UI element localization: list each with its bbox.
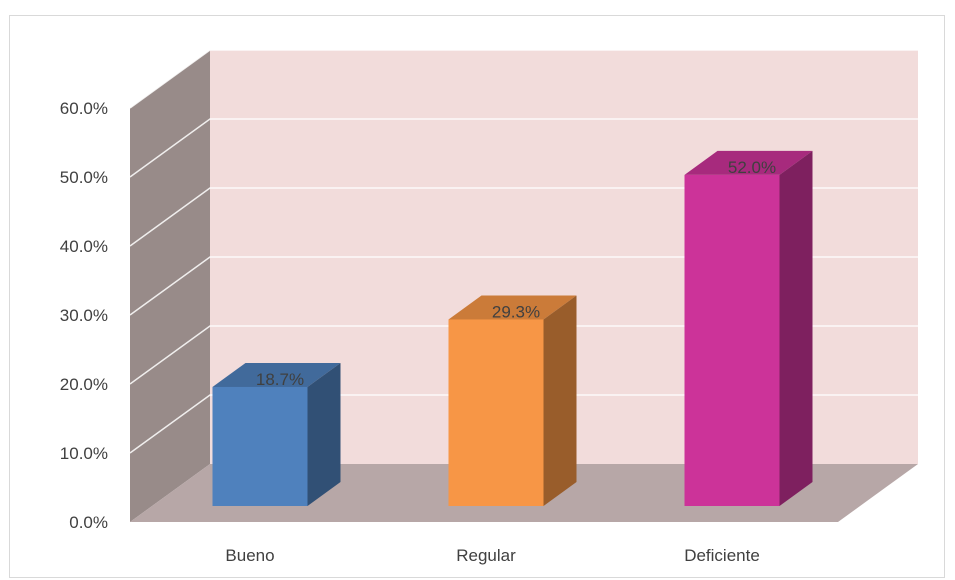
bar-front-face <box>448 319 544 506</box>
category-labels: Bueno Regular Deficiente <box>225 546 759 565</box>
category-label: Bueno <box>225 546 274 565</box>
data-labels: 18.7% 29.3% 52.0% <box>256 158 776 389</box>
bar-front-face <box>684 174 780 506</box>
gridlines <box>129 49 918 454</box>
gridline <box>129 394 918 454</box>
bar-top-face <box>684 150 813 175</box>
gridline <box>129 187 918 247</box>
bar-top-face <box>448 295 577 320</box>
y-tick-label: 0.0% <box>69 513 108 532</box>
bar-front-face <box>212 386 308 506</box>
gridline <box>129 118 918 178</box>
bar-bueno <box>212 362 341 506</box>
data-label: 18.7% <box>256 370 304 389</box>
gridline <box>129 325 918 385</box>
bar-side-face <box>779 150 813 506</box>
category-label: Deficiente <box>684 546 760 565</box>
y-tick-label: 60.0% <box>60 99 108 118</box>
bar-side-face <box>307 362 341 506</box>
bar-deficiente <box>684 150 813 506</box>
bar-side-face <box>543 295 577 506</box>
gridline <box>129 256 918 316</box>
y-tick-label: 20.0% <box>60 375 108 394</box>
y-tick-label: 10.0% <box>60 444 108 463</box>
y-tick-label: 40.0% <box>60 237 108 256</box>
y-tick-label: 50.0% <box>60 168 108 187</box>
y-axis-tick-labels: 0.0% 10.0% 20.0% 30.0% 40.0% 50.0% 60.0% <box>60 99 108 532</box>
bar-top-face <box>212 362 341 387</box>
data-label: 29.3% <box>492 302 540 321</box>
bars <box>212 150 813 506</box>
data-label: 52.0% <box>728 158 776 177</box>
category-label: Regular <box>456 546 516 565</box>
y-tick-label: 30.0% <box>60 306 108 325</box>
bar-regular <box>448 295 577 506</box>
gridline <box>129 49 918 109</box>
